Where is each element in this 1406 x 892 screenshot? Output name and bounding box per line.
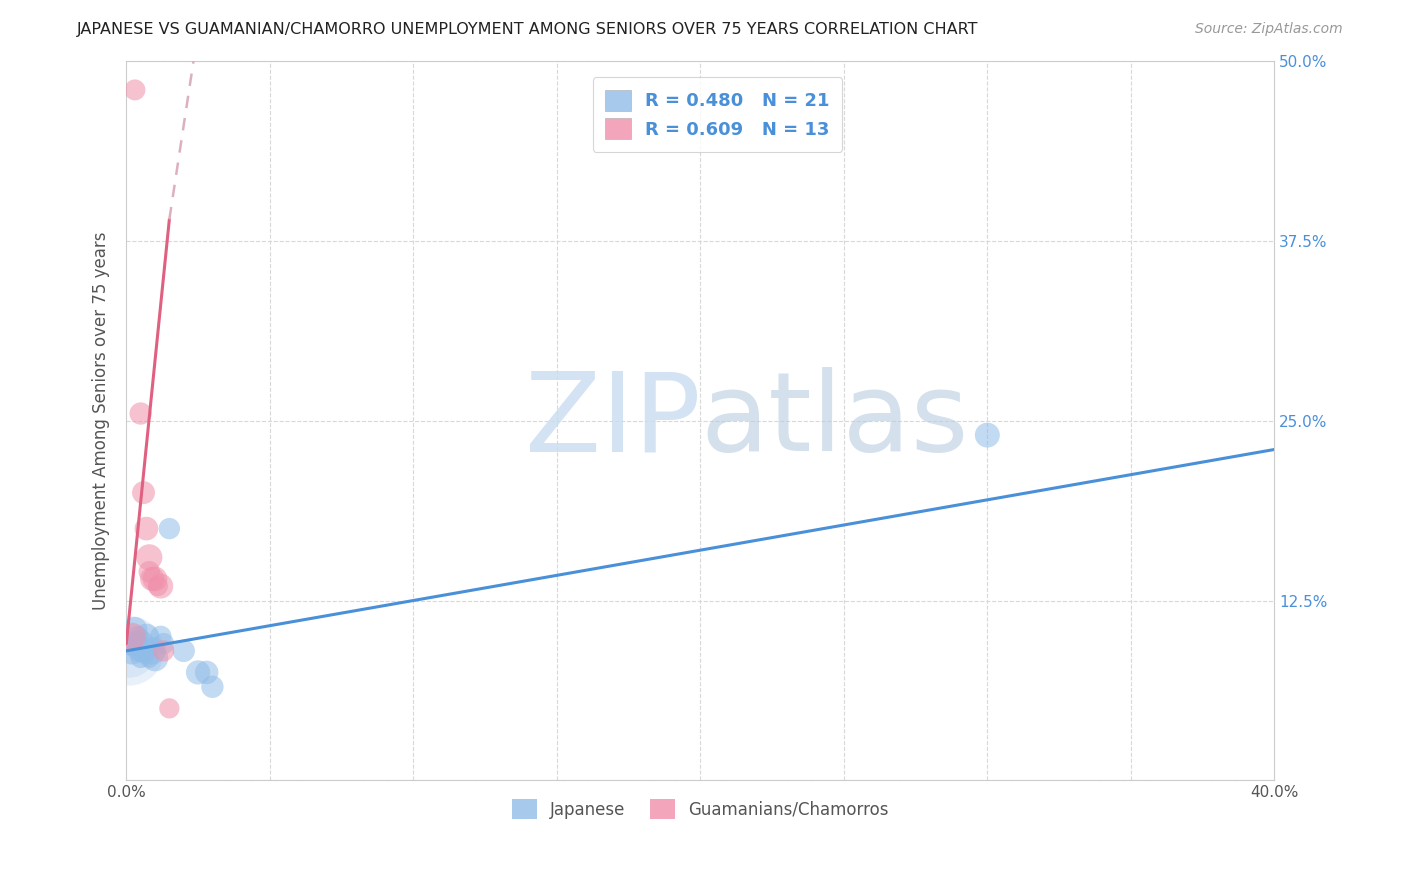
Point [201, 680, 224, 694]
Point [187, 665, 209, 680]
Point [143, 572, 166, 586]
Point [129, 637, 152, 651]
Point [118, 644, 141, 658]
Point [976, 428, 998, 442]
Point [135, 630, 157, 644]
Point [143, 651, 166, 665]
Point [127, 644, 149, 658]
Point [138, 550, 160, 565]
Point [124, 83, 146, 97]
Point [152, 637, 174, 651]
Y-axis label: Unemployment Among Seniors over 75 years: Unemployment Among Seniors over 75 years [93, 231, 110, 610]
Point [127, 630, 149, 644]
Point [132, 485, 155, 500]
Point [138, 651, 160, 665]
Text: atlas: atlas [700, 368, 969, 475]
Point [157, 701, 180, 715]
Point [141, 644, 163, 658]
Point [129, 407, 152, 421]
Text: JAPANESE VS GUAMANIAN/CHAMORRO UNEMPLOYMENT AMONG SENIORS OVER 75 YEARS CORRELAT: JAPANESE VS GUAMANIAN/CHAMORRO UNEMPLOYM… [77, 22, 979, 37]
Point [118, 644, 141, 658]
Point [138, 565, 160, 579]
Point [124, 622, 146, 636]
Point [195, 665, 218, 680]
Point [121, 644, 143, 658]
Point [152, 644, 174, 658]
Point [118, 637, 141, 651]
Point [135, 522, 157, 536]
Point [173, 644, 195, 658]
Legend: Japanese, Guamanians/Chamorros: Japanese, Guamanians/Chamorros [505, 792, 896, 826]
Point [149, 579, 172, 593]
Point [124, 637, 146, 651]
Text: ZIP: ZIP [524, 368, 700, 475]
Point [129, 651, 152, 665]
Point [141, 572, 163, 586]
Point [157, 522, 180, 536]
Text: Source: ZipAtlas.com: Source: ZipAtlas.com [1195, 22, 1343, 37]
Point [149, 630, 172, 644]
Point [132, 644, 155, 658]
Point [146, 579, 169, 593]
Point [121, 630, 143, 644]
